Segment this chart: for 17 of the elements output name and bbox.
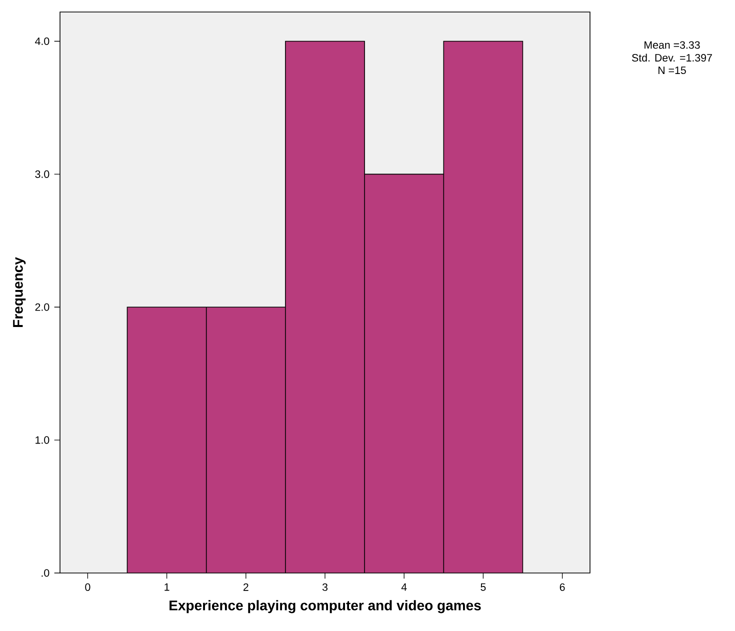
text: Mean =3.33: [644, 41, 700, 49]
x-tick-label: 6: [560, 583, 565, 591]
x-tick-label: 3: [322, 583, 328, 591]
y-tick-label: 4.0: [35, 37, 50, 46]
x-tick-label: 2: [243, 583, 248, 591]
y-tick-label: .0: [42, 569, 50, 577]
text: N =15: [658, 66, 686, 74]
y-tick-label: 1.0: [36, 436, 50, 444]
x-tick-label: 5: [480, 583, 486, 591]
x-tick-label: 1: [164, 583, 170, 591]
text: Std. Dev. =1.397: [632, 54, 712, 62]
x-tick-label: 4: [401, 583, 407, 591]
y-tick-label: 3.0: [35, 170, 50, 178]
x-tick-label: 0: [85, 583, 90, 591]
y-axis-title: Frequency: [13, 257, 26, 327]
y-tick-label: 2.0: [35, 303, 50, 311]
x-axis-title: Experience playing computer and video games: [170, 600, 481, 614]
